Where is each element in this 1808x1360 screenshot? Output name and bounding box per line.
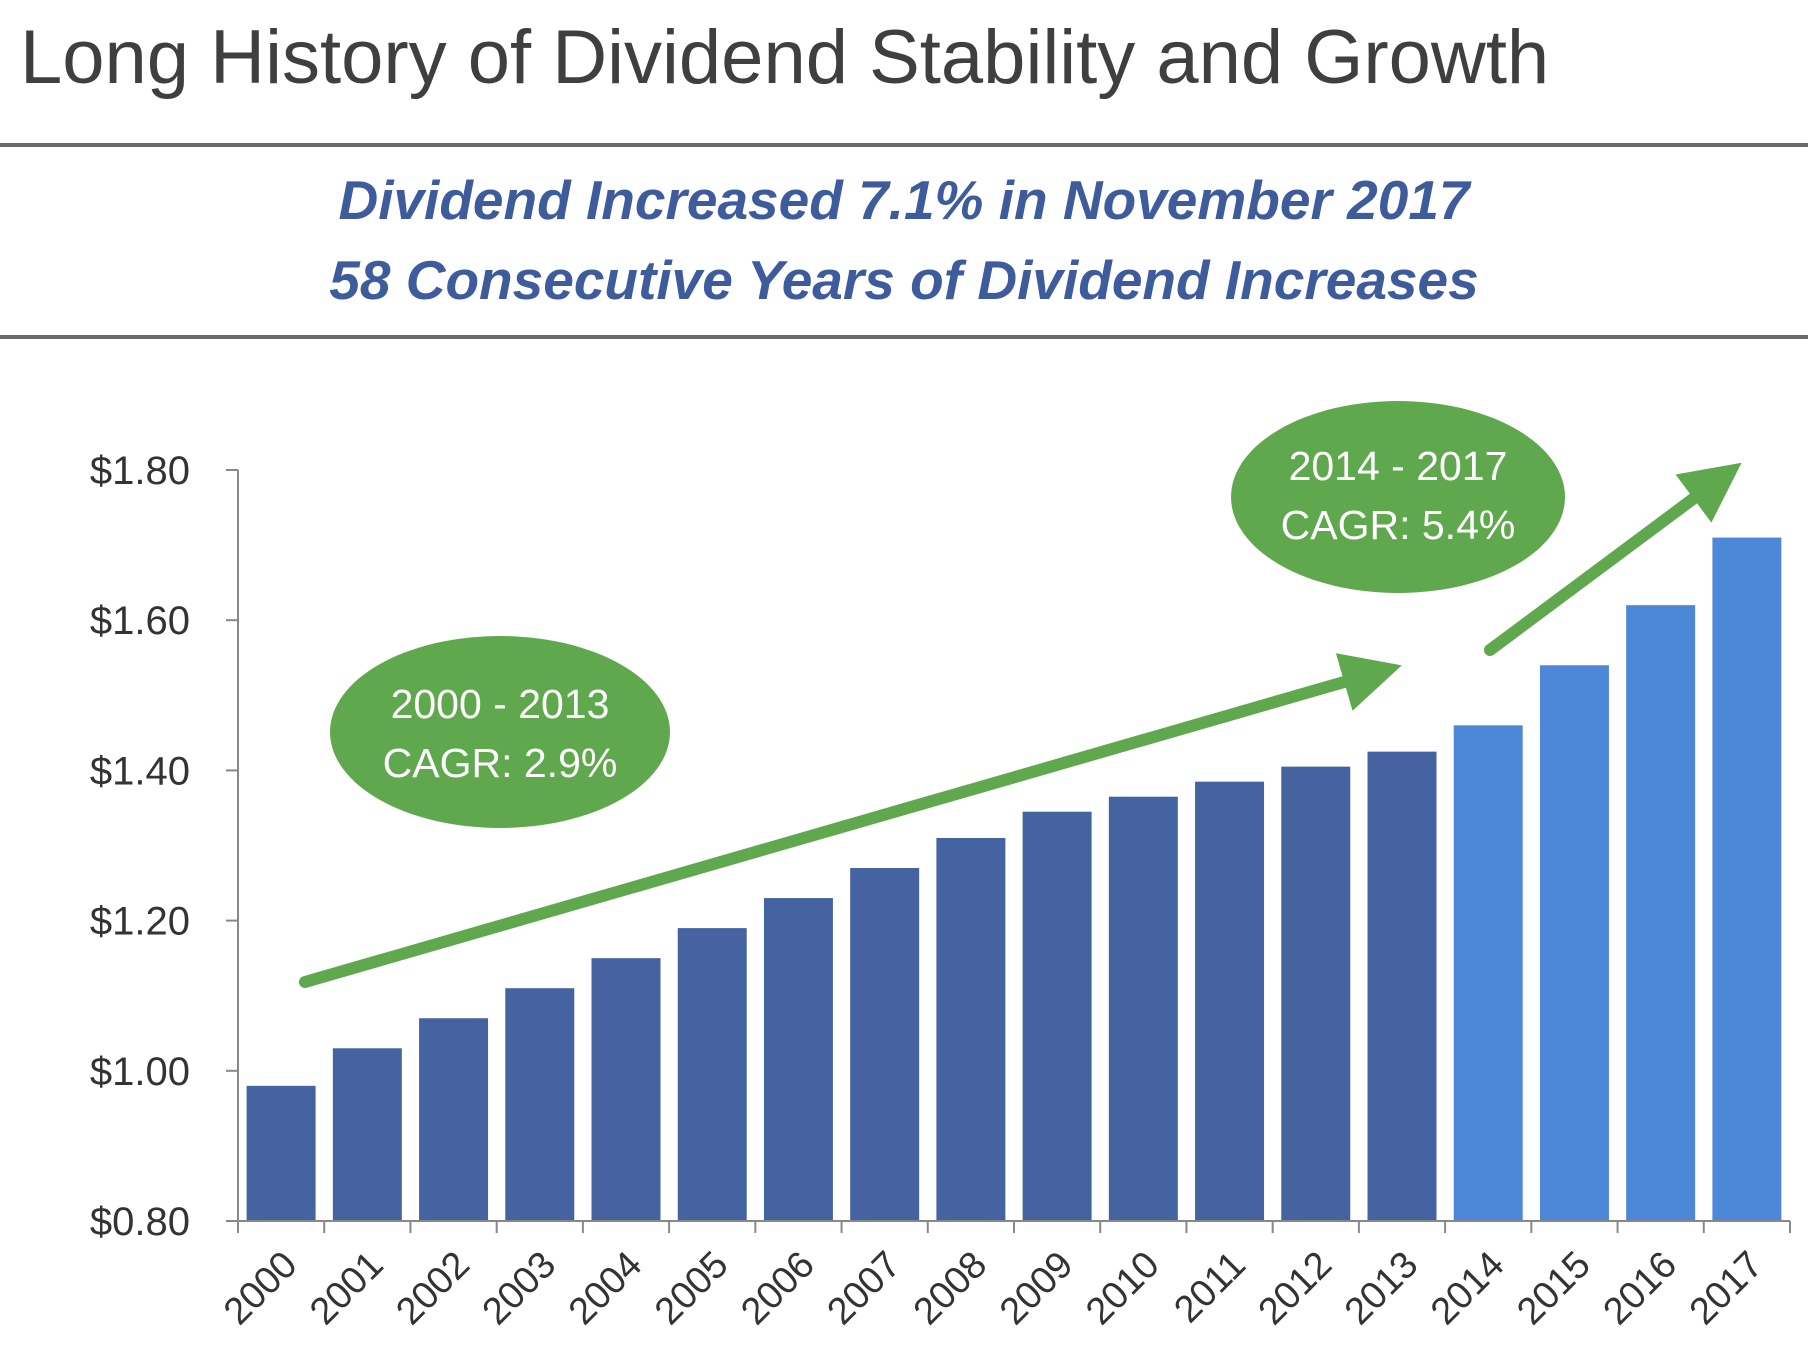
x-tick-label: 2003 [475, 1244, 564, 1333]
y-tick-label: $0.80 [90, 1200, 190, 1244]
x-tick-label: 2014 [1423, 1244, 1512, 1333]
callout-cagr-2000-2013: CAGR: 2.9% [383, 740, 618, 786]
bar-2014 [1453, 725, 1523, 1221]
bar-2008 [936, 837, 1006, 1221]
bar-2013 [1367, 751, 1437, 1221]
bar-2005 [677, 928, 747, 1221]
x-tick-label: 2016 [1596, 1244, 1685, 1333]
subtitle-consecutive-years: 58 Consecutive Years of Dividend Increas… [329, 249, 1479, 311]
x-tick-label: 2002 [388, 1244, 477, 1333]
bar-2002 [419, 1018, 489, 1221]
x-tick-label: 2001 [302, 1244, 391, 1333]
x-tick-label: 2009 [992, 1244, 1081, 1333]
header-divider-top [0, 143, 1808, 147]
x-tick-label: 2010 [1078, 1244, 1167, 1333]
bar-2011 [1195, 781, 1265, 1221]
dividend-bar-chart: $0.80$1.00$1.20$1.40$1.60$1.80 200020012… [90, 401, 1791, 1333]
y-tick-label: $1.20 [90, 900, 190, 944]
bar-2017 [1712, 537, 1782, 1221]
x-tick-label: 2005 [647, 1244, 736, 1333]
bar-2004 [591, 958, 661, 1221]
y-tick-label: $1.60 [90, 599, 190, 643]
trend-arrow-2014-2017 [1484, 462, 1742, 656]
x-tick-label: 2006 [733, 1244, 822, 1333]
x-tick-label: 2000 [216, 1244, 305, 1333]
subtitle-dividend-increase: Dividend Increased 7.1% in November 2017 [338, 169, 1470, 231]
bar-2006 [763, 898, 833, 1221]
y-tick-label: $1.40 [90, 749, 190, 793]
bar-2003 [505, 988, 575, 1221]
page-title: Long History of Dividend Stability and G… [20, 15, 1550, 100]
bar-2016 [1626, 605, 1696, 1221]
callout-ellipse-2000-2013 [330, 636, 670, 828]
bar-2009 [1022, 811, 1092, 1221]
y-tick-label: $1.00 [90, 1050, 190, 1094]
bar-2000 [246, 1085, 316, 1221]
x-tick-label: 2012 [1251, 1244, 1340, 1333]
x-tick-label: 2004 [561, 1244, 650, 1333]
x-tick-label: 2008 [906, 1244, 995, 1333]
y-axis: $0.80 $1.00 $1.20 $1.40 $1.60 $1.80 [90, 449, 239, 1244]
callout-cagr-2014-2017: CAGR: 5.4% [1281, 502, 1516, 548]
x-axis: 2000200120022003200420052006200720082009… [216, 1220, 1791, 1333]
callout-period-2000-2013: 2000 - 2013 [391, 681, 610, 727]
callout-2000-2013: 2000 - 2013 CAGR: 2.9% [330, 636, 670, 828]
x-tick-label: 2015 [1509, 1244, 1598, 1333]
x-tick-label: 2013 [1337, 1244, 1426, 1333]
y-tick-label: $1.80 [90, 449, 190, 493]
bar-2001 [332, 1048, 402, 1221]
bar-2010 [1108, 796, 1178, 1221]
bar-2015 [1539, 665, 1609, 1221]
bars [246, 537, 1782, 1221]
callout-2014-2017: 2014 - 2017 CAGR: 5.4% [1231, 401, 1565, 593]
trend-arrow-2000-2013 [299, 653, 1402, 988]
bar-2007 [850, 868, 920, 1221]
x-tick-label: 2007 [820, 1244, 909, 1333]
header-divider-bottom [0, 335, 1808, 339]
bar-2012 [1281, 766, 1351, 1221]
callout-ellipse-2014-2017 [1231, 401, 1565, 593]
x-tick-label: 2017 [1682, 1244, 1771, 1333]
callout-period-2014-2017: 2014 - 2017 [1289, 443, 1508, 489]
x-tick-label: 2011 [1166, 1244, 1253, 1331]
